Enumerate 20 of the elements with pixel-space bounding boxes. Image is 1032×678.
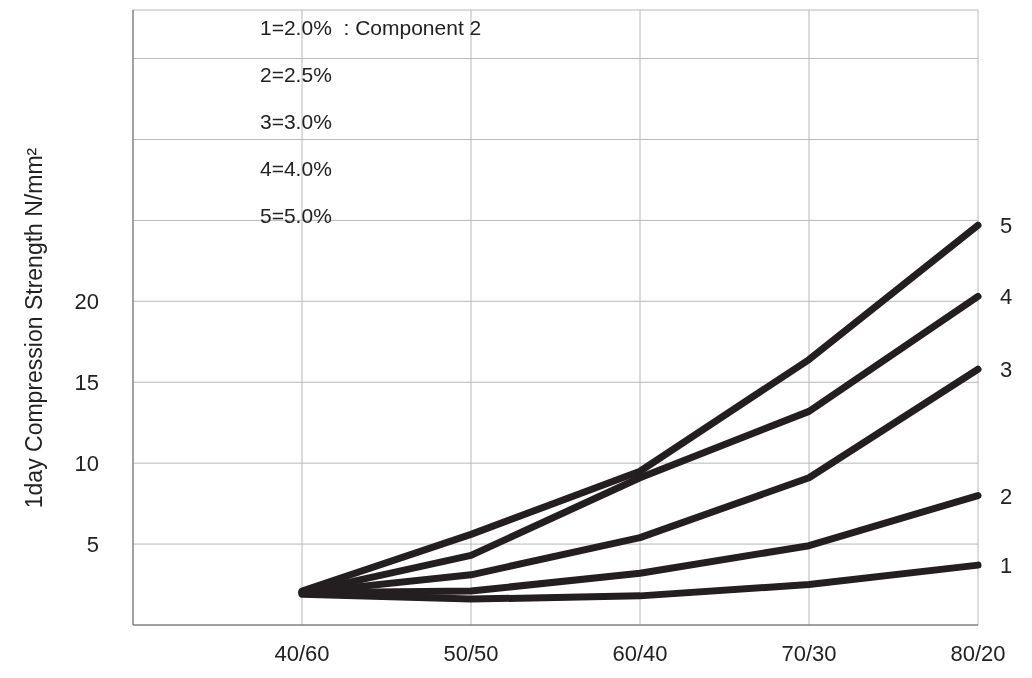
series-label: 3: [1000, 357, 1013, 383]
y-axis-title: 1day Compression Strength N/mm²: [20, 147, 47, 509]
annotation: 5=5.0%: [260, 204, 332, 227]
series-label: 5: [1000, 213, 1013, 239]
x-tick-label: 60/40: [612, 640, 668, 666]
y-tick-label: 5: [86, 531, 99, 557]
x-tick-label: 80/20: [950, 640, 1006, 666]
x-tick-label: 70/30: [781, 640, 837, 666]
x-tick-label: 40/60: [274, 640, 330, 666]
annotation: 2=2.5%: [260, 63, 332, 86]
annotation: 4=4.0%: [260, 157, 332, 180]
y-tick-label: 15: [74, 370, 99, 396]
series-label: 2: [1000, 483, 1013, 509]
annotation: 3=3.0%: [260, 110, 332, 133]
series-label: 4: [1000, 284, 1013, 310]
series-label: 1: [1000, 553, 1013, 579]
y-tick-label: 10: [74, 450, 99, 476]
y-tick-label: 20: [74, 289, 99, 315]
annotation: 1=2.0% : Component 2: [260, 16, 482, 39]
x-tick-label: 50/50: [443, 640, 499, 666]
